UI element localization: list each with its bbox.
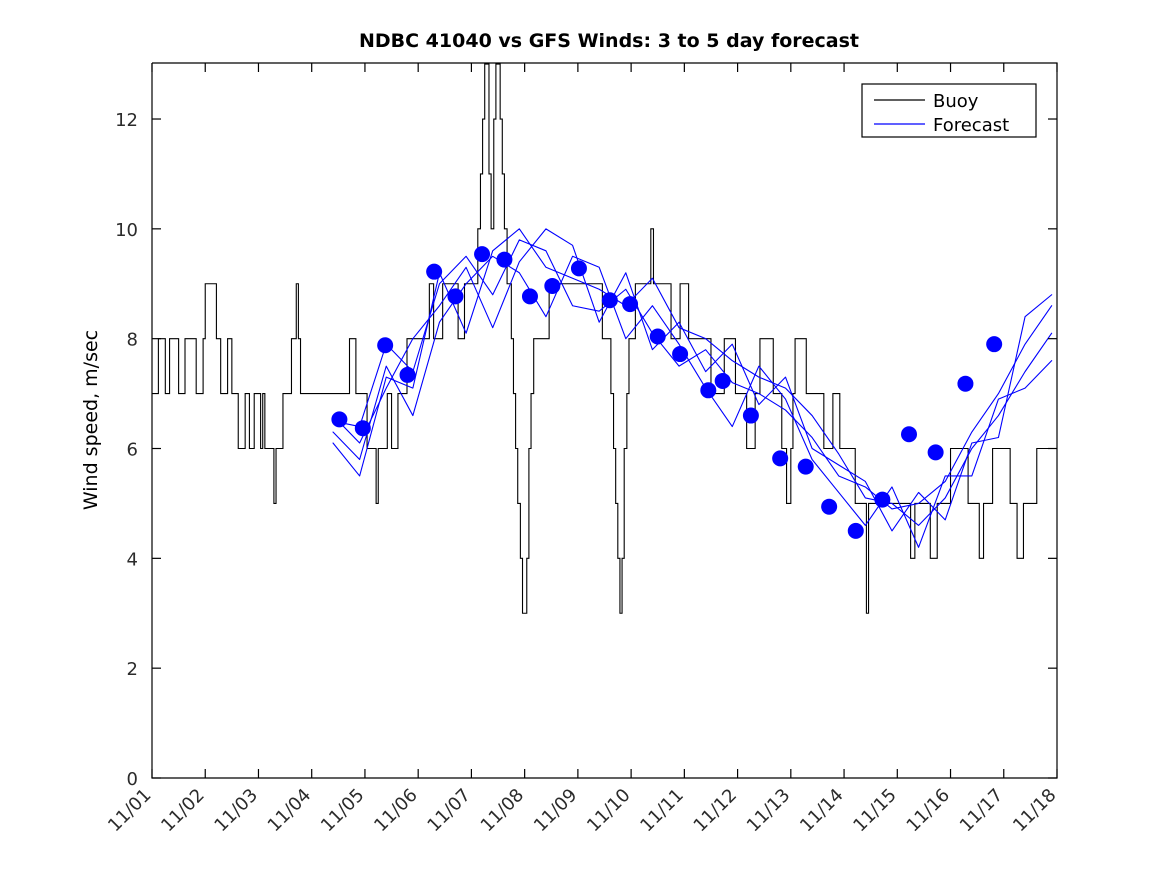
y-tick-label: 10 [115,220,138,241]
marker-layer [331,246,1003,539]
x-tick-label: 11/01 [104,785,156,837]
x-tick-label: 11/14 [796,785,848,837]
series-path-forecast-run-2 [332,239,1053,510]
forecast-marker-dot [901,426,918,443]
forecast-marker-dot [496,251,513,268]
x-tick-label: 11/06 [370,785,422,837]
y-tick-label: 0 [127,769,138,790]
forecast-marker-dot [622,296,639,313]
x-tick-label: 11/16 [903,785,955,837]
forecast-marker-dot [847,522,864,539]
forecast-marker-dot [447,288,464,305]
forecast-marker-dot [957,375,974,392]
forecast-marker-dot [649,328,666,345]
forecast-marker-dot [601,292,618,309]
x-tick-label: 11/15 [849,785,901,837]
forecast-marker-dot [700,382,717,399]
forecast-marker-dot [986,336,1003,353]
forecast-marker-dot [570,260,587,277]
y-tick-label: 2 [127,659,138,680]
forecast-marker-dot [354,420,371,437]
legend-label-buoy: Buoy [933,91,979,112]
forecast-marker-dot [714,372,731,389]
x-tick-label: 11/10 [583,785,635,837]
y-axis-label: Wind speed, m/sec [80,330,102,510]
chart-title: NDBC 41040 vs GFS Winds: 3 to 5 day fore… [359,30,859,52]
series-path-forecast-run-4 [332,228,1053,532]
forecast-marker-dot [426,263,443,280]
forecast-marker-dot [772,450,789,467]
legend-background [861,83,1037,138]
forecast-marker-dot [399,366,416,383]
chart-legend[interactable]: Buoy Forecast [861,83,1037,138]
legend-label-forecast: Forecast [933,115,1009,136]
forecast-marker-dot [331,411,348,428]
y-tick-label: 4 [127,549,138,570]
x-tick-label: 11/17 [956,785,1008,837]
x-tick-label: 11/03 [210,785,262,837]
forecast-marker-dot [544,277,561,294]
forecast-marker-dot [474,246,491,263]
y-tick-label: 12 [115,110,138,131]
forecast-marker-dot [521,288,538,305]
forecast-marker-dot [742,407,759,424]
x-tick-label: 11/02 [157,785,209,837]
forecast-marker-dot [821,498,838,515]
x-tick-label: 11/08 [477,785,529,837]
y-tick-label: 8 [127,330,138,351]
x-tick-label: 11/07 [423,785,475,837]
x-tick-label: 11/04 [264,785,316,837]
x-tick-label: 11/11 [636,785,688,837]
forecast-marker-dot [927,444,944,461]
plot-area-background [152,63,1057,778]
x-tick-label: 11/09 [530,785,582,837]
x-tick-label: 11/05 [317,785,369,837]
x-tick-label: 11/18 [1009,785,1061,837]
y-tick-label: 6 [127,440,138,461]
forecast-marker-dot [377,337,394,354]
forecast-marker-dot [797,458,814,475]
forecast-marker-dot [672,346,689,363]
y-axis-ticks: 0 2 4 6 8 10 12 [115,110,1057,790]
x-tick-label: 11/12 [690,785,742,837]
x-tick-label: 11/13 [743,785,795,837]
forecast-marker-dot [874,491,891,508]
